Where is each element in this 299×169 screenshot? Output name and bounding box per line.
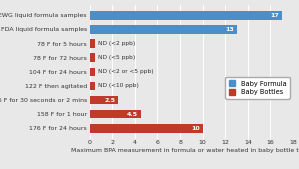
Text: 4.5: 4.5 xyxy=(127,112,138,117)
Text: 13: 13 xyxy=(225,27,234,32)
Bar xyxy=(90,68,95,76)
Bar xyxy=(90,39,95,48)
Text: ND (<2 ppb): ND (<2 ppb) xyxy=(97,41,135,46)
Text: 2.5: 2.5 xyxy=(105,98,116,103)
Bar xyxy=(90,124,203,132)
Bar xyxy=(90,53,95,62)
Text: 17: 17 xyxy=(271,13,280,18)
Bar xyxy=(90,11,282,20)
Bar xyxy=(90,82,95,90)
Legend: Baby Formula, Baby Bottles: Baby Formula, Baby Bottles xyxy=(225,77,290,99)
Bar xyxy=(90,25,237,34)
Bar xyxy=(90,96,118,104)
Text: ND (<2 or <5 ppb): ND (<2 or <5 ppb) xyxy=(97,69,153,74)
Bar xyxy=(90,110,141,118)
Text: ND (<10 ppb): ND (<10 ppb) xyxy=(97,83,138,88)
Text: ND (<5 ppb): ND (<5 ppb) xyxy=(97,55,135,60)
Text: 10: 10 xyxy=(192,126,200,131)
X-axis label: Maximum BPA measurement in formula or water heated in baby bottle tests: Maximum BPA measurement in formula or wa… xyxy=(71,148,299,153)
